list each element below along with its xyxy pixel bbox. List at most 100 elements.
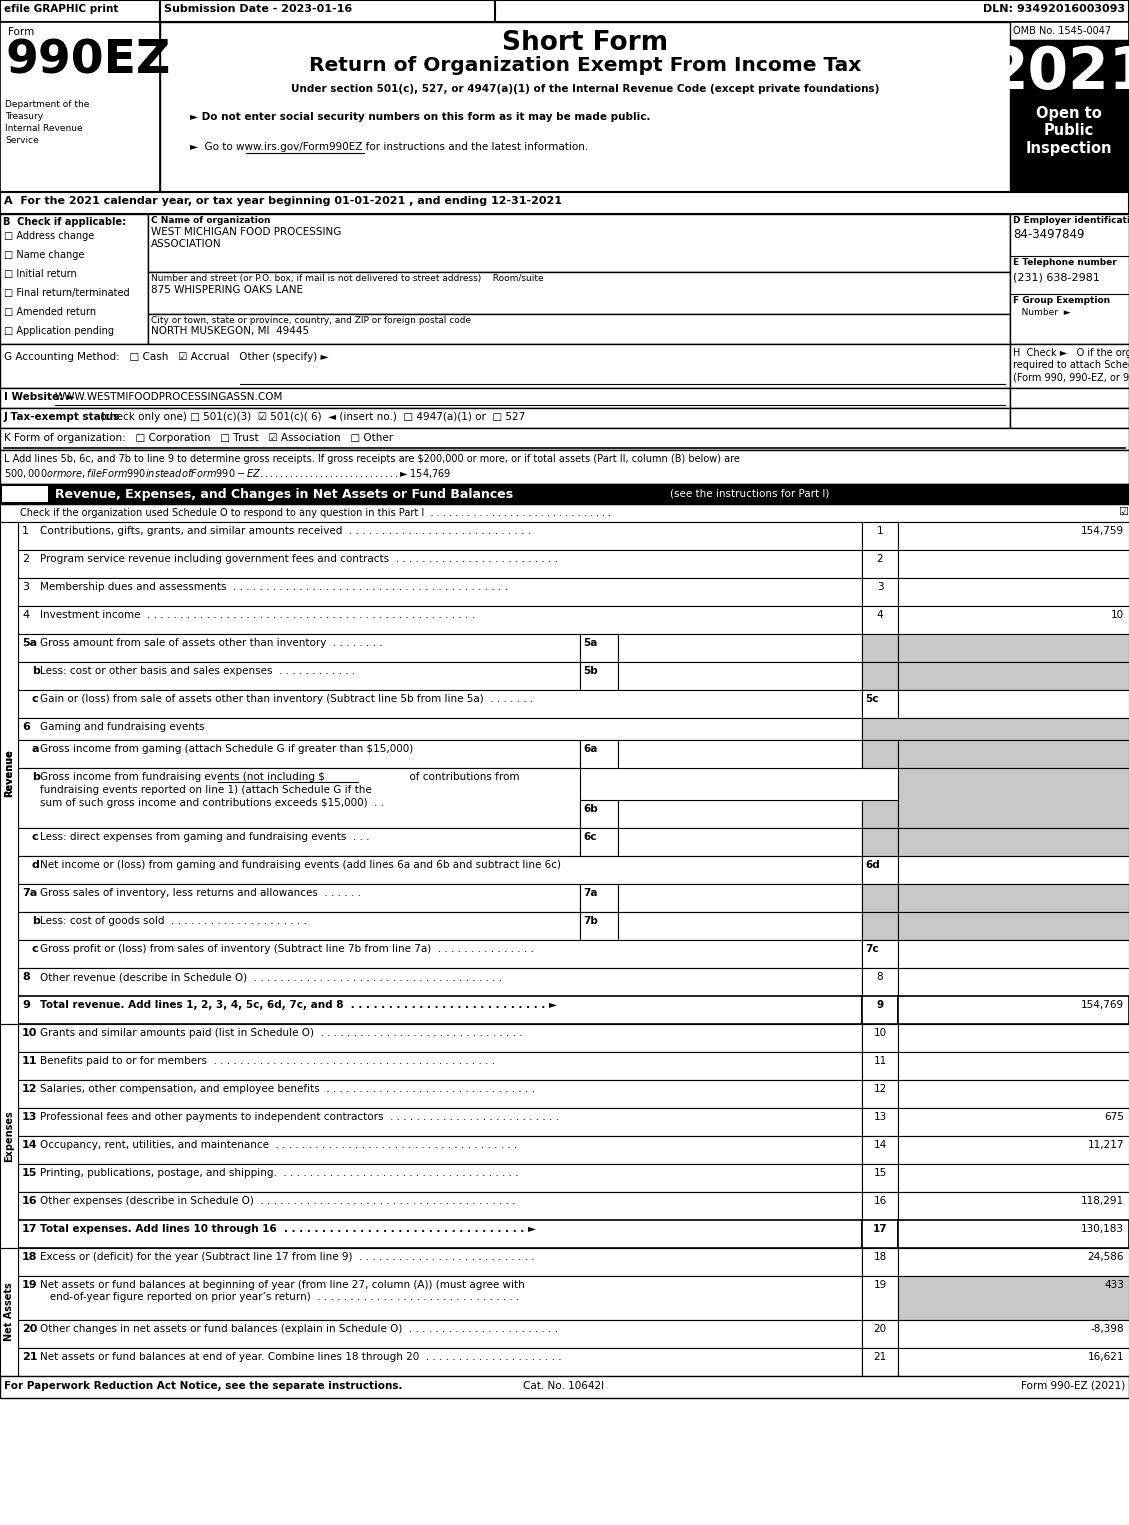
Bar [0, 483, 1129, 503]
Text: Gross income from gaming (attach Schedule G if greater than $15,000): Gross income from gaming (attach Schedul… [40, 744, 413, 753]
Bar [1010, 102, 1129, 192]
Bar [0, 1376, 1129, 1398]
Text: 990EZ: 990EZ [5, 38, 170, 82]
Text: efile GRAPHIC print: efile GRAPHIC print [5, 5, 119, 14]
Bar [898, 662, 1129, 689]
Bar [863, 801, 898, 828]
Text: Gain or (loss) from sale of assets other than inventory (Subtract line 5b from l: Gain or (loss) from sale of assets other… [40, 694, 533, 705]
Bar [863, 634, 898, 662]
Bar [618, 740, 863, 769]
Bar [863, 1348, 898, 1376]
Bar [898, 769, 1129, 828]
Bar [580, 662, 618, 689]
Text: c: c [32, 944, 38, 955]
Bar [18, 718, 863, 740]
Bar [0, 387, 1010, 409]
Text: Gross sales of inventory, less returns and allowances  . . . . . .: Gross sales of inventory, less returns a… [40, 888, 361, 898]
Bar [18, 996, 863, 1023]
Bar [898, 1220, 1129, 1247]
Text: required to attach Schedule B: required to attach Schedule B [1013, 360, 1129, 371]
Bar [618, 634, 863, 662]
Bar [863, 522, 898, 551]
Text: 21: 21 [874, 1353, 886, 1362]
Bar [18, 1136, 863, 1164]
Text: Gaming and fundraising events: Gaming and fundraising events [40, 721, 204, 732]
Bar [18, 1321, 863, 1348]
Text: 118,291: 118,291 [1080, 1196, 1124, 1206]
Text: A  For the 2021 calendar year, or tax year beginning 01-01-2021 , and ending 12-: A For the 2021 calendar year, or tax yea… [5, 197, 562, 206]
Bar [863, 856, 898, 884]
Bar [898, 1164, 1129, 1193]
Text: (Form 990, 990-EZ, or 990-PF).: (Form 990, 990-EZ, or 990-PF). [1013, 372, 1129, 381]
Text: 17: 17 [21, 1225, 37, 1234]
Bar [1010, 345, 1129, 387]
Bar [898, 996, 1129, 1023]
Bar [618, 912, 863, 939]
Bar [18, 634, 580, 662]
Bar [898, 912, 1129, 939]
Text: Net assets or fund balances at end of year. Combine lines 18 through 20  . . . .: Net assets or fund balances at end of ye… [40, 1353, 561, 1362]
Text: Occupancy, rent, utilities, and maintenance  . . . . . . . . . . . . . . . . . .: Occupancy, rent, utilities, and maintena… [40, 1141, 517, 1150]
Text: Cat. No. 10642I: Cat. No. 10642I [524, 1382, 604, 1391]
Bar [863, 551, 898, 578]
Bar [18, 605, 863, 634]
Bar [18, 912, 580, 939]
Bar [18, 662, 580, 689]
Text: WWW.WESTMIFOODPROCESSINGASSN.COM: WWW.WESTMIFOODPROCESSINGASSN.COM [55, 392, 283, 403]
Text: c: c [32, 694, 38, 705]
Text: Salaries, other compensation, and employee benefits  . . . . . . . . . . . . . .: Salaries, other compensation, and employ… [40, 1084, 535, 1093]
Bar [618, 884, 863, 912]
Text: 15: 15 [874, 1168, 886, 1177]
Text: 3: 3 [877, 583, 883, 592]
Text: 19: 19 [21, 1279, 37, 1290]
Bar [898, 1321, 1129, 1348]
Text: Number and street (or P.O. box, if mail is not delivered to street address)    R: Number and street (or P.O. box, if mail … [151, 274, 544, 284]
Text: D Employer identification number: D Employer identification number [1013, 217, 1129, 226]
Text: Benefits paid to or for members  . . . . . . . . . . . . . . . . . . . . . . . .: Benefits paid to or for members . . . . … [40, 1055, 496, 1066]
Text: Less: direct expenses from gaming and fundraising events  . . .: Less: direct expenses from gaming and fu… [40, 833, 369, 842]
Bar [18, 551, 863, 578]
Bar [898, 1348, 1129, 1376]
Text: DLN: 93492016003093: DLN: 93492016003093 [983, 5, 1124, 14]
Bar [898, 939, 1129, 968]
Text: 7c: 7c [865, 944, 878, 955]
Text: c: c [32, 833, 38, 842]
Text: 9: 9 [876, 1000, 884, 1010]
Text: 14: 14 [874, 1141, 886, 1150]
Bar [898, 884, 1129, 912]
Bar [1010, 40, 1129, 102]
Text: □ Address change: □ Address change [5, 230, 94, 241]
Bar [863, 1220, 898, 1247]
Bar [863, 1164, 898, 1193]
Bar [863, 968, 898, 996]
Bar [18, 939, 863, 968]
Bar [898, 828, 1129, 856]
Text: G Accounting Method:   □ Cash   ☑ Accrual   Other (specify) ►: G Accounting Method: □ Cash ☑ Accrual Ot… [5, 352, 329, 361]
Bar [160, 0, 495, 21]
Bar [863, 1193, 898, 1220]
Text: Gross income from fundraising events (not including $                          o: Gross income from fundraising events (no… [40, 772, 519, 782]
Text: Internal Revenue: Internal Revenue [5, 124, 82, 133]
Text: 10: 10 [1111, 610, 1124, 621]
Bar [618, 662, 863, 689]
Text: 5b: 5b [583, 666, 597, 676]
Bar [863, 939, 898, 968]
Text: b: b [32, 917, 40, 926]
Bar [580, 801, 618, 828]
Text: Net assets or fund balances at beginning of year (from line 27, column (A)) (mus: Net assets or fund balances at beginning… [40, 1279, 525, 1302]
Text: 11: 11 [21, 1055, 37, 1066]
Text: a: a [32, 744, 40, 753]
Text: Printing, publications, postage, and shipping.  . . . . . . . . . . . . . . . . : Printing, publications, postage, and shi… [40, 1168, 518, 1177]
Bar [898, 634, 1129, 662]
Text: 9: 9 [21, 1000, 29, 1010]
Text: 10: 10 [874, 1028, 886, 1039]
Text: Service: Service [5, 136, 38, 145]
Text: 5c: 5c [865, 694, 878, 705]
Text: 16: 16 [874, 1196, 886, 1206]
Bar [618, 801, 863, 828]
Text: 10: 10 [21, 1028, 37, 1039]
Text: ► Do not enter social security numbers on this form as it may be made public.: ► Do not enter social security numbers o… [190, 111, 650, 122]
Text: 14: 14 [21, 1141, 37, 1150]
Text: 6b: 6b [583, 804, 597, 814]
Text: 13: 13 [21, 1112, 37, 1122]
